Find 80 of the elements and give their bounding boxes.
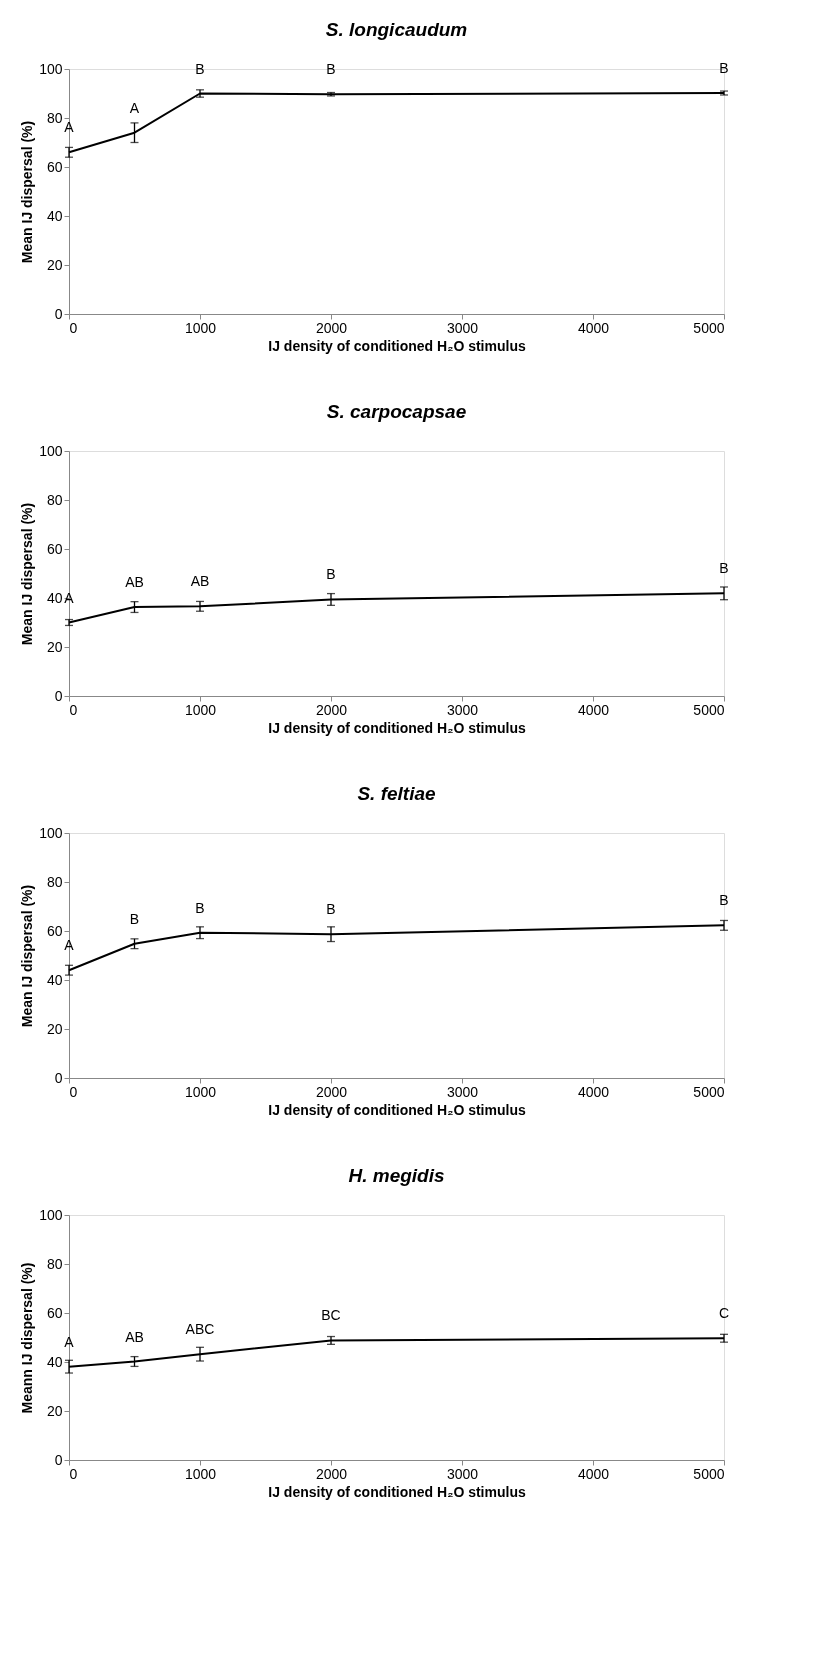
chart-title: S. feltiae — [357, 783, 436, 804]
x-tick-label: 4000 — [577, 701, 610, 718]
x-tick-label: 3000 — [446, 319, 479, 336]
annotation: B — [719, 892, 729, 909]
annotation: A — [64, 119, 75, 136]
annotation: AB — [125, 1328, 144, 1345]
x-axis-title: IJ density of conditioned H₂O stimulus — [268, 719, 526, 736]
y-axis-title: Meann IJ dispersal (%) — [19, 1262, 36, 1414]
x-tick-label: 3000 — [446, 1465, 479, 1482]
y-axis-title: Mean IJ dispersal (%) — [19, 502, 36, 646]
y-tick-label: 20 — [46, 1020, 63, 1037]
chart-title: S. longicaudum — [325, 19, 468, 40]
annotation: B — [195, 60, 205, 77]
x-tick-label: 2000 — [315, 1465, 348, 1482]
annotation: ABC — [185, 1321, 215, 1338]
annotation: A — [64, 589, 75, 606]
x-tick-label: 3000 — [446, 1083, 479, 1100]
x-tick-label: 4000 — [577, 1465, 610, 1482]
x-tick-label: 0 — [69, 1465, 78, 1482]
y-tick-label: 40 — [46, 207, 63, 224]
x-axis-title: IJ density of conditioned H₂O stimulus — [268, 1101, 526, 1118]
x-tick-label: 0 — [69, 1083, 78, 1100]
x-tick-label: 1000 — [184, 1465, 217, 1482]
y-tick-label: 20 — [46, 638, 63, 655]
x-tick-label: 0 — [69, 319, 78, 336]
annotation: B — [195, 899, 205, 916]
y-tick-label: 80 — [46, 873, 63, 890]
annotation: A — [129, 99, 140, 116]
annotation: B — [129, 910, 140, 927]
y-tick-label: 80 — [46, 491, 63, 508]
x-tick-label: 2000 — [315, 319, 348, 336]
x-tick-label: 1000 — [184, 319, 217, 336]
y-tick-label: 60 — [46, 158, 63, 175]
y-tick-label: 80 — [46, 109, 63, 126]
y-tick-label: 40 — [46, 971, 63, 988]
x-tick-label: 3000 — [446, 701, 479, 718]
chart-title: S. carpocapsae — [326, 401, 467, 422]
y-tick-label: 0 — [54, 687, 63, 704]
y-tick-label: 100 — [39, 1206, 63, 1223]
y-tick-label: 0 — [54, 1069, 63, 1086]
x-tick-label: 5000 — [693, 1083, 725, 1100]
annotation: BC — [321, 1307, 341, 1324]
annotation: A — [64, 1333, 75, 1350]
annotation: A — [64, 937, 75, 954]
x-tick-label: 5000 — [693, 319, 725, 336]
x-tick-label: 1000 — [184, 701, 217, 718]
y-tick-label: 80 — [46, 1255, 63, 1272]
x-tick-label: 2000 — [315, 1083, 348, 1100]
y-tick-label: 20 — [46, 1402, 63, 1419]
x-tick-label: 5000 — [693, 701, 725, 718]
x-tick-label: 2000 — [315, 701, 348, 718]
annotation: AB — [190, 573, 210, 590]
y-tick-label: 20 — [46, 256, 63, 273]
x-tick-label: 0 — [69, 701, 78, 718]
y-tick-label: 0 — [54, 305, 63, 322]
annotation: C — [718, 1305, 730, 1322]
y-tick-label: 0 — [54, 1451, 63, 1468]
annotation: B — [326, 901, 336, 918]
x-tick-label: 1000 — [184, 1083, 217, 1100]
y-tick-label: 60 — [46, 922, 63, 939]
x-tick-label: 4000 — [577, 1083, 610, 1100]
annotation: B — [719, 60, 729, 77]
annotation: B — [326, 61, 336, 78]
chart-title: H. megidis — [348, 1165, 445, 1186]
x-axis-title: IJ density of conditioned H₂O stimulus — [268, 337, 526, 354]
y-axis-title: Mean IJ dispersal (%) — [19, 884, 36, 1028]
y-tick-label: 60 — [46, 540, 63, 557]
y-tick-label: 100 — [39, 60, 63, 77]
x-tick-label: 5000 — [693, 1465, 725, 1482]
y-tick-label: 100 — [39, 442, 63, 459]
x-tick-label: 4000 — [577, 319, 610, 336]
y-axis-title: Mean IJ dispersal (%) — [19, 120, 36, 264]
y-tick-label: 40 — [46, 589, 63, 606]
annotation: B — [326, 566, 336, 583]
annotation: AB — [125, 574, 144, 591]
y-tick-label: 60 — [46, 1304, 63, 1321]
y-tick-label: 100 — [39, 824, 63, 841]
y-tick-label: 40 — [46, 1353, 63, 1370]
annotation: B — [719, 560, 729, 577]
x-axis-title: IJ density of conditioned H₂O stimulus — [268, 1483, 526, 1500]
